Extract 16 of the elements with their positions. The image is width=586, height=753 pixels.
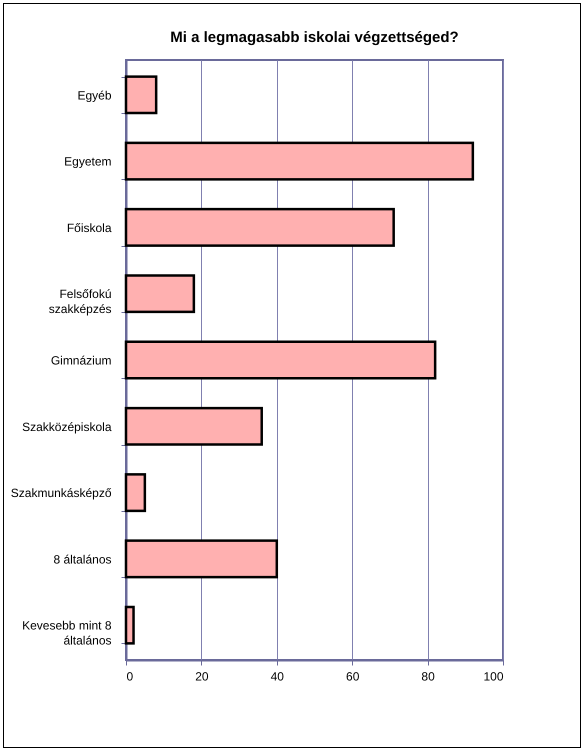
y-tick-label: Gimnázium [50,354,112,368]
x-tick-label: 0 [126,670,134,684]
x-tick-label: 20 [195,670,209,684]
y-tick-label: Egyetem [64,154,112,169]
x-tick-label: 100 [483,670,504,684]
x-tick-label: 60 [346,670,360,684]
y-tick-label: Szakközépiskola [22,420,112,434]
y-tick-label: Szakmunkásképző [10,486,112,500]
chart-title: Mi a legmagasabb iskolai végzettséged? [170,29,459,46]
y-tick-label: Egyéb [77,88,112,102]
y-tick-label: Felsőfokú szakképzés [48,287,112,316]
y-tick-label: Kevesebb mint 8 általános [22,618,112,648]
y-tick-label: 8 általános [53,552,112,566]
x-tick-label: 80 [421,670,436,684]
x-tick-label: 40 [270,670,284,684]
y-tick-label: Főiskola [66,220,112,235]
